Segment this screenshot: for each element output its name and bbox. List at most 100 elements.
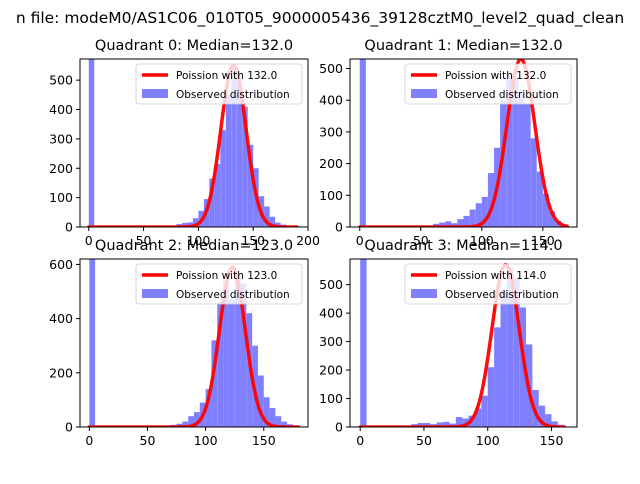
legend-hist-swatch: [142, 289, 168, 298]
legend: Poission with 123.0 Observed distribution: [135, 263, 303, 305]
histogram-bar: [192, 218, 199, 227]
histogram-bar: [188, 416, 194, 427]
histogram-bar: [436, 422, 444, 427]
x-tick-label: 200: [296, 233, 320, 248]
histogram-bar: [445, 221, 452, 227]
histogram-bar: [247, 144, 254, 227]
histogram-bar: [264, 206, 270, 227]
histogram-bar: [500, 290, 507, 427]
poisson-fit-line: [87, 265, 301, 427]
figure-suptitle: n file: modeM0/AS1C06_010T05_9000005436_…: [16, 9, 624, 28]
legend-box: [135, 263, 303, 305]
histogram-bar: [240, 283, 247, 427]
y-tick-label: 300: [319, 124, 343, 139]
histogram-bar: [269, 216, 276, 227]
y-tick-label: 0: [335, 220, 343, 235]
y-tick-label: 500: [49, 73, 73, 88]
histogram-bar: [548, 211, 556, 227]
histogram-bar: [475, 203, 482, 227]
legend-box: [404, 263, 572, 305]
poisson-fit-line: [358, 262, 566, 427]
histogram-bar: [223, 280, 229, 427]
legend: Poission with 114.0 Observed distribution: [404, 263, 572, 305]
histogram-bar: [455, 417, 463, 427]
legend-hist-swatch: [142, 89, 168, 98]
x-tick-label: 150: [252, 433, 276, 448]
x-tick-label: 150: [540, 433, 564, 448]
histogram-bar: [275, 416, 282, 427]
histogram-bar: [530, 138, 537, 227]
histogram-bar: [462, 418, 469, 427]
plot-area: [87, 259, 301, 427]
histogram-bar: [257, 375, 264, 427]
histogram-bar: [463, 215, 470, 227]
y-tick-label: 200: [319, 156, 343, 171]
y-tick-label: 400: [49, 102, 73, 117]
x-tick-label: 100: [186, 233, 210, 248]
chart-title: Quadrant 3: Median=114.0: [364, 238, 562, 254]
histogram-bar: [512, 78, 519, 227]
y-tick-label: 300: [49, 131, 73, 146]
histogram-bar: [187, 222, 193, 227]
legend-hist-label: Observed distribution: [176, 89, 290, 101]
legend-hist-swatch: [411, 89, 437, 98]
histogram-bar: [359, 59, 366, 227]
poisson-fit-line: [87, 63, 299, 227]
histogram-bar: [228, 299, 235, 427]
x-tick-label: 50: [413, 233, 429, 248]
legend-box: [135, 63, 303, 105]
histogram-bar: [423, 423, 431, 427]
y-tick-label: 200: [49, 365, 73, 380]
y-tick-label: 500: [319, 277, 343, 292]
legend: Poission with 132.0 Observed distribution: [135, 63, 303, 105]
histogram-bar: [225, 94, 232, 227]
legend-hist-label: Observed distribution: [445, 289, 559, 301]
axes-frame: [349, 258, 578, 428]
x-tick-label: 150: [241, 233, 265, 248]
histogram-bar: [457, 219, 464, 227]
axes-frame: [79, 58, 309, 228]
histogram-bar: [269, 408, 276, 427]
histogram-bar: [469, 209, 476, 227]
y-tick-label: 100: [49, 190, 73, 205]
histogram-bar: [506, 74, 513, 227]
y-tick-label: 400: [319, 93, 343, 108]
legend-hist-label: Observed distribution: [445, 89, 559, 101]
plot-area: [87, 59, 299, 227]
histogram-bar: [481, 395, 488, 427]
chart-panel-2: 0 50 100 150 0 200 400 600 Quadrant 2: Median=12…: [49, 238, 309, 448]
histogram-bar: [506, 267, 514, 427]
legend-hist-label: Observed distribution: [176, 289, 290, 301]
histogram-bar: [536, 171, 543, 227]
chart-title: Quadrant 2: Median=123.0: [95, 238, 293, 254]
histogram-bar: [89, 259, 96, 427]
histogram-bar: [220, 130, 226, 227]
x-tick-label: 100: [470, 233, 494, 248]
chart-panel-3: 0 50 100 150 0 100 200 300 400 500 Quadrant 3: Med…: [319, 238, 578, 448]
histogram-bar: [443, 421, 450, 427]
histogram-bar: [211, 340, 218, 427]
x-tick-label: 0: [356, 433, 364, 448]
histogram-bar: [551, 421, 558, 427]
histogram-bar: [231, 68, 237, 227]
histogram-bar: [217, 302, 224, 427]
legend-fit-label: Poission with 132.0: [445, 70, 546, 82]
histogram-bar: [214, 163, 221, 227]
x-tick-label: 50: [136, 233, 152, 248]
legend-fit-label: Poission with 132.0: [176, 70, 277, 82]
plot-area: [358, 259, 566, 427]
x-tick-label: 0: [85, 433, 93, 448]
legend-fit-label: Poission with 123.0: [176, 270, 277, 282]
y-tick-label: 100: [319, 391, 343, 406]
histogram-bar: [88, 59, 95, 227]
histogram-bar: [487, 173, 495, 227]
chart-title: Quadrant 1: Median=132.0: [364, 38, 562, 54]
y-tick-label: 200: [49, 161, 73, 176]
y-tick-label: 400: [319, 306, 343, 321]
y-tick-label: 400: [49, 311, 73, 326]
y-tick-label: 100: [319, 188, 343, 203]
histogram-bar: [494, 327, 501, 427]
y-tick-label: 600: [49, 257, 73, 272]
histogram-bar: [181, 222, 188, 227]
